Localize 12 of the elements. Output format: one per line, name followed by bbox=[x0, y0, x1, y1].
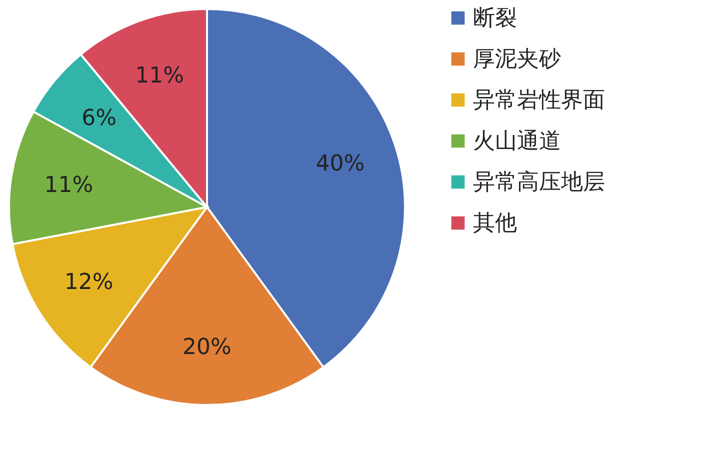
legend-label: 异常岩性界面 bbox=[473, 88, 605, 113]
legend-label: 其他 bbox=[473, 211, 517, 236]
data-label: 11% bbox=[44, 173, 94, 198]
data-label: 6% bbox=[82, 106, 117, 131]
legend-label: 火山通道 bbox=[473, 129, 561, 154]
legend-label: 断裂 bbox=[473, 6, 517, 31]
legend-label: 厚泥夹砂 bbox=[473, 47, 561, 72]
data-label: 12% bbox=[64, 270, 114, 296]
data-label: 40% bbox=[316, 152, 365, 177]
data-label: 20% bbox=[182, 335, 232, 360]
data-label: 11% bbox=[135, 63, 184, 88]
legend-label: 异常高压地层 bbox=[473, 170, 605, 195]
